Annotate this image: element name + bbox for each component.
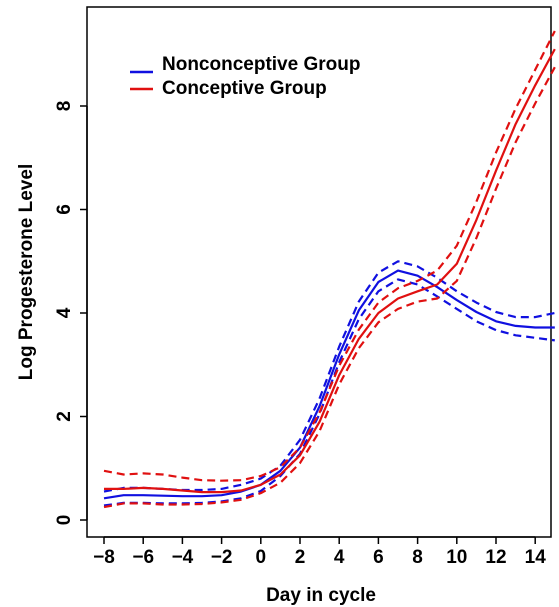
x-tick-label: 8 [412, 547, 423, 568]
x-tick-label: −8 [93, 547, 115, 568]
x-tick-label: 10 [446, 547, 467, 568]
y-tick-label: 6 [54, 204, 75, 215]
x-axis-title: Day in cycle [266, 585, 376, 606]
x-tick-label: 4 [334, 547, 345, 568]
series-layer [103, 30, 556, 509]
x-tick-label: −6 [132, 547, 154, 568]
series-line-conceptive-mean [104, 48, 556, 494]
series-line-nonconceptive-upper-band [103, 260, 556, 493]
series-line-conceptive-lower-band [103, 66, 556, 509]
x-tick-label: −4 [172, 547, 194, 568]
x-tick-label: 2 [295, 547, 306, 568]
y-tick-label: 8 [54, 101, 75, 112]
x-axis: −8 −6 −4 −2 0 2 4 6 8 10 12 14 [93, 536, 547, 568]
y-tick-label: 2 [54, 411, 75, 422]
legend-label-nonconceptive: Nonconceptive Group [162, 54, 360, 75]
legend-label-conceptive: Conceptive Group [162, 78, 327, 99]
series-line-nonconceptive-mean [103, 269, 555, 500]
x-tick-label: 12 [485, 547, 506, 568]
x-tick-label: 14 [525, 547, 547, 568]
x-tick-label: 0 [256, 547, 267, 568]
y-tick-label: 4 [54, 307, 75, 318]
y-axis: 0 2 4 6 8 [54, 101, 88, 526]
legend: Nonconceptive Group Conceptive Group [130, 54, 360, 99]
y-axis-title: Log Progesterone Level [16, 164, 37, 380]
y-tick-label: 0 [54, 515, 75, 526]
x-tick-label: 6 [373, 547, 384, 568]
series-line-nonconceptive-lower-band [103, 278, 555, 507]
x-tick-label: −2 [211, 547, 233, 568]
